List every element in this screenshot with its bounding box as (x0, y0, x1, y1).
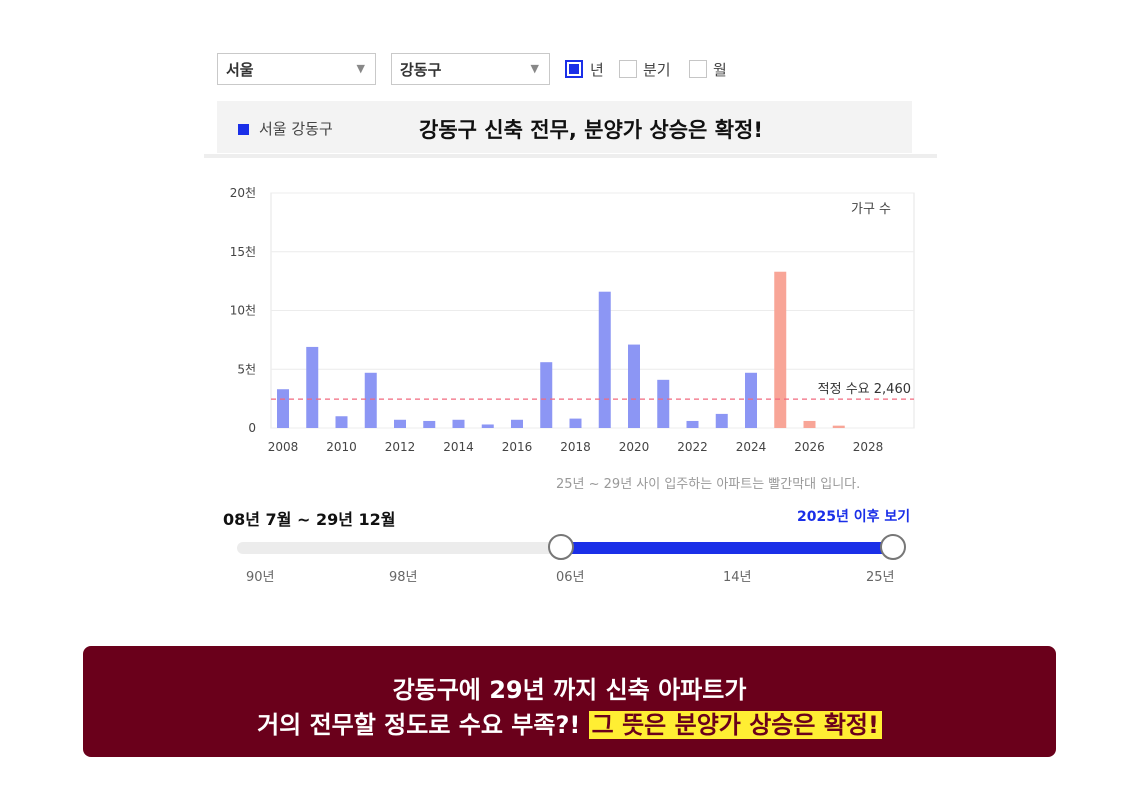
bar-2020 (628, 344, 640, 428)
range-title: 08년 7월 ~ 29년 12월 (223, 510, 396, 529)
y-tick-label: 15천 (230, 244, 256, 259)
bar-2014 (452, 419, 465, 428)
bar-2017 (540, 362, 553, 428)
range-tick: 25년 (866, 570, 895, 585)
bar-2016 (511, 419, 523, 428)
range-tick: 90년 (246, 570, 275, 585)
district-select[interactable]: 강동구 ▼ (391, 53, 550, 85)
x-tick-label: 2026 (794, 440, 825, 454)
period-month-label: 월 (713, 61, 727, 79)
view-after-2025-link[interactable]: 2025년 이후 보기 (797, 509, 911, 525)
caption-banner: 강동구에 29년 까지 신축 아파트가 거의 전무할 정도로 수요 부족?! 그… (83, 646, 1056, 757)
bar-2011 (364, 372, 377, 428)
y-tick-label: 20천 (230, 185, 256, 200)
banner-line-2: 거의 전무할 정도로 수요 부족?! 그 뜻은 분양가 상승은 확정! (83, 705, 1056, 740)
x-tick-label: 2014 (443, 440, 474, 454)
region-label: 서울 강동구 (259, 120, 333, 138)
x-tick-label: 2010 (326, 440, 357, 454)
y-tick-label: 0 (248, 421, 256, 435)
range-tick: 98년 (389, 570, 418, 585)
bar-2021 (657, 379, 670, 428)
x-tick-label: 2016 (502, 440, 533, 454)
range-tick: 06년 (556, 570, 585, 585)
range-end-handle[interactable] (880, 534, 906, 560)
chevron-down-icon: ▼ (530, 62, 539, 75)
bar-2015 (481, 424, 494, 428)
range-start-handle[interactable] (548, 534, 574, 560)
bar-2010 (335, 416, 348, 428)
bar-2019 (598, 291, 611, 428)
period-year-checkbox[interactable] (565, 60, 583, 78)
district-select-value: 강동구 (400, 60, 442, 79)
x-tick-label: 2018 (560, 440, 591, 454)
x-tick-label: 2008 (268, 440, 299, 454)
period-quarter-checkbox[interactable] (619, 60, 637, 78)
supply-bar-chart: 0 5천 10천 15천 20천 2008 2010 2012 2014 2016 2018 2020… (230, 185, 915, 454)
y-unit-label: 가구 수 (851, 202, 891, 217)
x-tick-label: 2024 (736, 440, 767, 454)
bar-2008 (277, 389, 289, 428)
city-select-value: 서울 (226, 60, 254, 79)
x-tick-label: 2022 (677, 440, 708, 454)
banner-line-2-text: 거의 전무할 정도로 수요 부족?! (257, 711, 581, 739)
bar-2018 (569, 418, 582, 428)
x-tick-label: 2028 (853, 440, 884, 454)
period-quarter-label: 분기 (643, 61, 671, 79)
bar-2023 (715, 413, 728, 428)
chevron-down-icon: ▼ (356, 62, 365, 75)
bar-2027 (832, 425, 845, 428)
bar-2022 (686, 420, 699, 428)
banner-highlight: 그 뜻은 분양가 상승은 확정! (588, 711, 882, 739)
x-tick-label: 2012 (385, 440, 416, 454)
city-select[interactable]: 서울 ▼ (217, 53, 376, 85)
x-tick-label: 2020 (619, 440, 650, 454)
period-year-label: 년 (590, 61, 604, 79)
y-tick-label: 5천 (237, 361, 256, 376)
chart-header: 서울 강동구 강동구 신축 전무, 분양가 상승은 확정! (217, 101, 912, 153)
banner-line-1: 강동구에 29년 까지 신축 아파트가 (392, 676, 747, 704)
page-title: 강동구 신축 전무, 분양가 상승은 확정! (419, 118, 763, 142)
range-selected-fill (561, 542, 893, 554)
bar-2025 (774, 271, 787, 428)
bar-2024 (745, 372, 757, 428)
header-divider (204, 154, 937, 158)
bar-2012 (394, 419, 406, 428)
bar-2009 (306, 346, 319, 428)
bar-2026 (803, 420, 816, 428)
period-month-checkbox[interactable] (689, 60, 707, 78)
reference-label: 적정 수요 2,460 (818, 382, 911, 397)
bar-2013 (423, 420, 436, 428)
y-tick-label: 10천 (230, 303, 256, 318)
range-tick: 14년 (723, 570, 752, 585)
chart-note: 25년 ~ 29년 사이 입주하는 아파트는 빨간막대 입니다. (556, 477, 861, 492)
legend-swatch (238, 124, 249, 135)
